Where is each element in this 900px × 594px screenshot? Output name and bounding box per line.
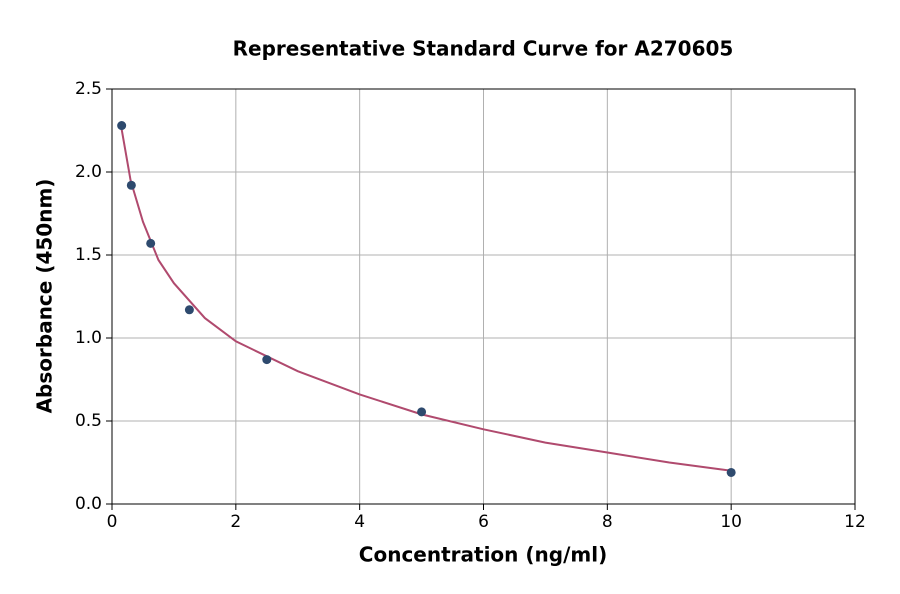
data-point	[262, 355, 272, 365]
x-axis-label: Concentration (ng/ml)	[359, 543, 607, 567]
y-tick-label: 0.5	[75, 411, 102, 431]
fit-curve	[120, 127, 732, 472]
data-point	[126, 180, 136, 190]
x-tick-label: 8	[602, 512, 613, 532]
y-tick-label: 2.0	[75, 162, 102, 182]
y-tick-label: 0.0	[75, 494, 102, 514]
x-tick-label: 6	[478, 512, 489, 532]
y-tick-label: 2.5	[75, 79, 102, 99]
y-axis-label: Absorbance (450nm)	[33, 179, 57, 414]
data-point	[117, 121, 127, 131]
y-tick-label: 1.0	[75, 328, 102, 348]
x-tick-label: 4	[354, 512, 365, 532]
data-point	[184, 305, 194, 315]
data-point	[417, 407, 427, 417]
data-point	[146, 238, 156, 248]
y-tick-label: 1.5	[75, 245, 102, 265]
x-tick-label: 10	[720, 512, 742, 532]
x-tick-label: 12	[844, 512, 866, 532]
plot-frame	[111, 88, 856, 505]
x-tick-label: 2	[230, 512, 241, 532]
chart-title: Representative Standard Curve for A27060…	[233, 37, 734, 61]
x-tick-label: 0	[107, 512, 118, 532]
data-point	[726, 467, 736, 477]
